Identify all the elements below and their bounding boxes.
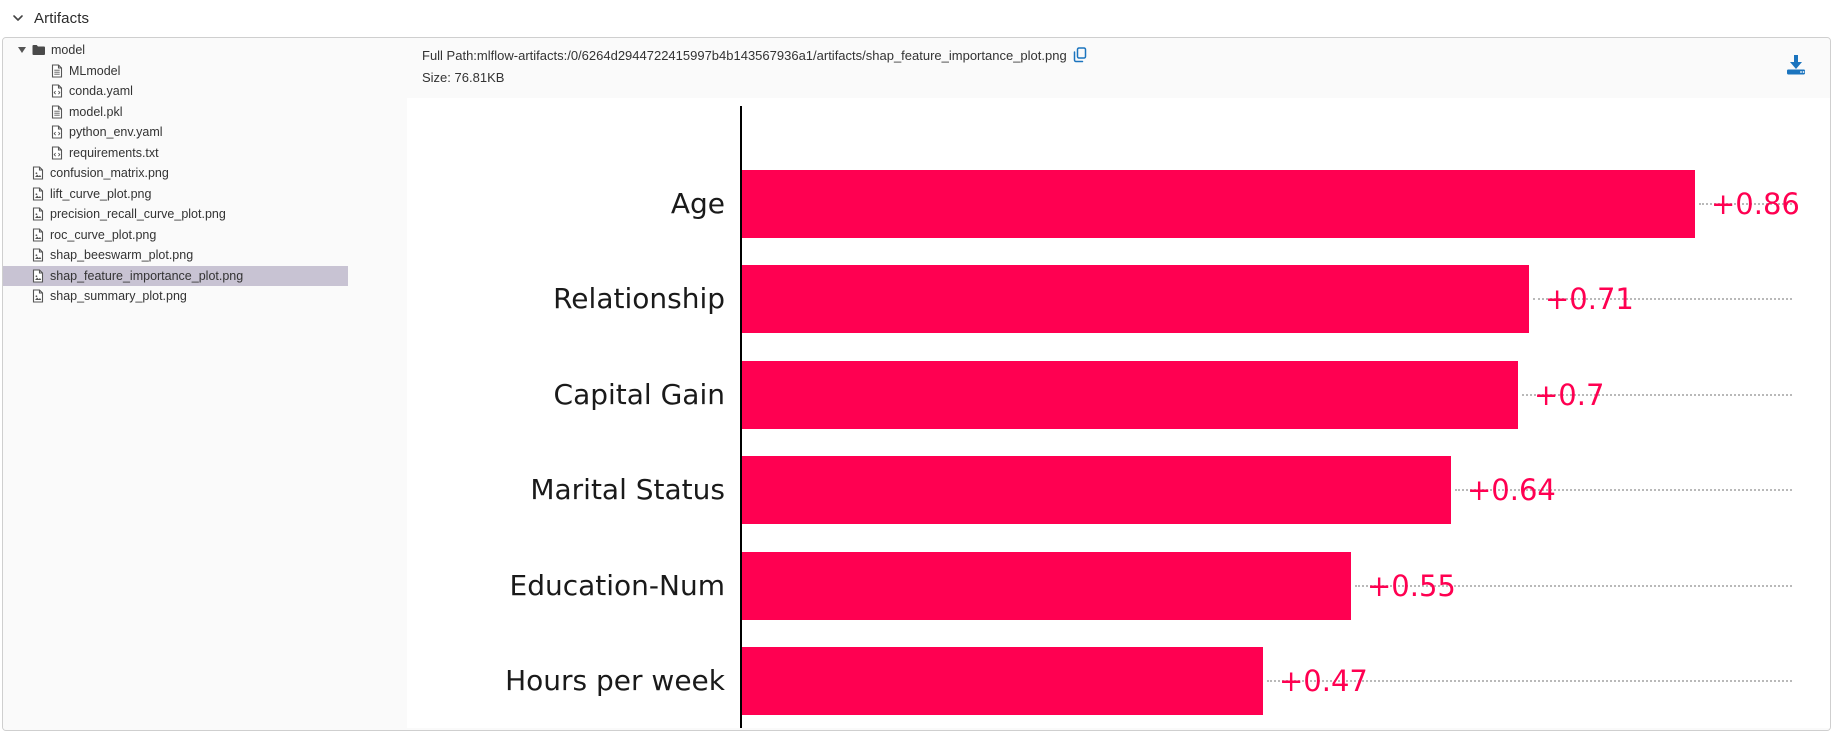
tree-item-label: precision_recall_curve_plot.png	[50, 207, 226, 222]
importance-bar	[742, 265, 1529, 333]
row-dotted-line	[1533, 298, 1792, 300]
tree-item-confusion-matrix-png[interactable]: confusion_matrix.png	[3, 163, 348, 184]
row-dotted-line	[1522, 394, 1792, 396]
file-tree: model MLmodel conda.yaml model.pkl python_en…	[3, 38, 348, 730]
importance-bar	[742, 647, 1263, 715]
artifact-preview-panel: Full Path: mlflow-artifacts:/0/6264d29447…	[348, 38, 1830, 730]
importance-bar	[742, 456, 1451, 524]
importance-bar	[742, 170, 1695, 238]
tree-item-lift-curve-plot-png[interactable]: lift_curve_plot.png	[3, 184, 348, 205]
image-icon	[30, 166, 45, 181]
expander-icon[interactable]	[17, 45, 27, 55]
tree-item-model[interactable]: model	[3, 40, 348, 61]
row-dotted-line	[1699, 203, 1792, 205]
bar-value-label: +0.86	[1711, 187, 1800, 221]
category-label: Hours per week	[505, 664, 725, 697]
file-size: Size: 76.81KB	[422, 68, 1830, 86]
artifact-info-bar: Full Path: mlflow-artifacts:/0/6264d29447…	[348, 38, 1830, 98]
tree-item-label: model.pkl	[69, 104, 123, 119]
y-axis-line	[740, 106, 742, 728]
bar-value-label: +0.55	[1367, 569, 1456, 603]
copy-icon[interactable]	[1073, 47, 1087, 63]
category-label: Capital Gain	[553, 378, 725, 411]
image-icon	[30, 289, 45, 304]
size-value: 76.81KB	[454, 69, 505, 85]
tree-item-conda-yaml[interactable]: conda.yaml	[3, 81, 348, 102]
tree-item-label: lift_curve_plot.png	[50, 186, 152, 201]
tree-item-label: python_env.yaml	[69, 125, 163, 140]
artifact-image: Age +0.86 Relationship +0.71 Capital Gain +0.…	[407, 98, 1830, 728]
code-icon	[49, 145, 64, 160]
tree-item-label: MLmodel	[69, 63, 121, 78]
tree-item-label: shap_feature_importance_plot.png	[50, 268, 244, 283]
category-label: Marital Status	[530, 473, 725, 506]
artifacts-header: Artifacts	[0, 0, 89, 36]
image-icon	[30, 268, 45, 283]
full-path-value: mlflow-artifacts:/0/6264d2944722415997b4…	[476, 47, 1067, 63]
chevron-down-icon[interactable]	[10, 10, 26, 26]
tree-item-precision-recall-curve-plot-png[interactable]: precision_recall_curve_plot.png	[3, 204, 348, 225]
image-icon	[30, 248, 45, 263]
code-icon	[49, 84, 64, 99]
page-title: Artifacts	[34, 9, 90, 27]
tree-item-shap-summary-plot-png[interactable]: shap_summary_plot.png	[3, 286, 348, 307]
download-icon	[1787, 55, 1805, 75]
artifacts-container: model MLmodel conda.yaml model.pkl python_en…	[2, 37, 1831, 731]
tree-item-label: confusion_matrix.png	[50, 166, 169, 181]
row-dotted-line	[1355, 585, 1792, 587]
tree-item-model-pkl[interactable]: model.pkl	[3, 102, 348, 123]
tree-item-shap-beeswarm-plot-png[interactable]: shap_beeswarm_plot.png	[3, 245, 348, 266]
tree-item-python-env-yaml[interactable]: python_env.yaml	[3, 122, 348, 143]
artifact-content-area: Age +0.86 Relationship +0.71 Capital Gain +0.…	[348, 98, 1830, 730]
tree-item-label: model	[51, 43, 86, 58]
size-label: Size:	[422, 69, 451, 85]
row-dotted-line	[1267, 680, 1792, 682]
doc-icon	[49, 63, 64, 78]
tree-item-mlmodel[interactable]: MLmodel	[3, 61, 348, 82]
bar-value-label: +0.64	[1467, 473, 1556, 507]
doc-icon	[49, 104, 64, 119]
tree-item-label: roc_curve_plot.png	[50, 227, 157, 242]
bar-value-label: +0.47	[1279, 664, 1368, 698]
tree-item-label: conda.yaml	[69, 84, 133, 99]
tree-item-label: shap_beeswarm_plot.png	[50, 248, 194, 263]
category-label: Age	[670, 187, 725, 220]
image-icon	[30, 207, 45, 222]
full-path-row: Full Path: mlflow-artifacts:/0/6264d29447…	[422, 46, 1830, 64]
full-path-label: Full Path:	[422, 47, 477, 63]
tree-item-shap-feature-importance-plot-png[interactable]: shap_feature_importance_plot.png	[3, 265, 348, 286]
bar-value-label: +0.7	[1534, 378, 1605, 412]
download-button[interactable]	[1782, 50, 1810, 78]
row-dotted-line	[1455, 489, 1792, 491]
tree-item-requirements-txt[interactable]: requirements.txt	[3, 143, 348, 164]
category-label: Education-Num	[509, 569, 725, 602]
tree-item-roc-curve-plot-png[interactable]: roc_curve_plot.png	[3, 225, 348, 246]
code-icon	[49, 125, 64, 140]
tree-item-label: shap_summary_plot.png	[50, 289, 187, 304]
tree-item-label: requirements.txt	[69, 145, 159, 160]
category-label: Relationship	[553, 282, 725, 315]
image-icon	[30, 227, 45, 242]
bar-value-label: +0.71	[1545, 282, 1634, 316]
image-icon	[30, 186, 45, 201]
importance-bar	[742, 361, 1518, 429]
importance-bar	[742, 552, 1351, 620]
folder-icon	[31, 43, 46, 58]
